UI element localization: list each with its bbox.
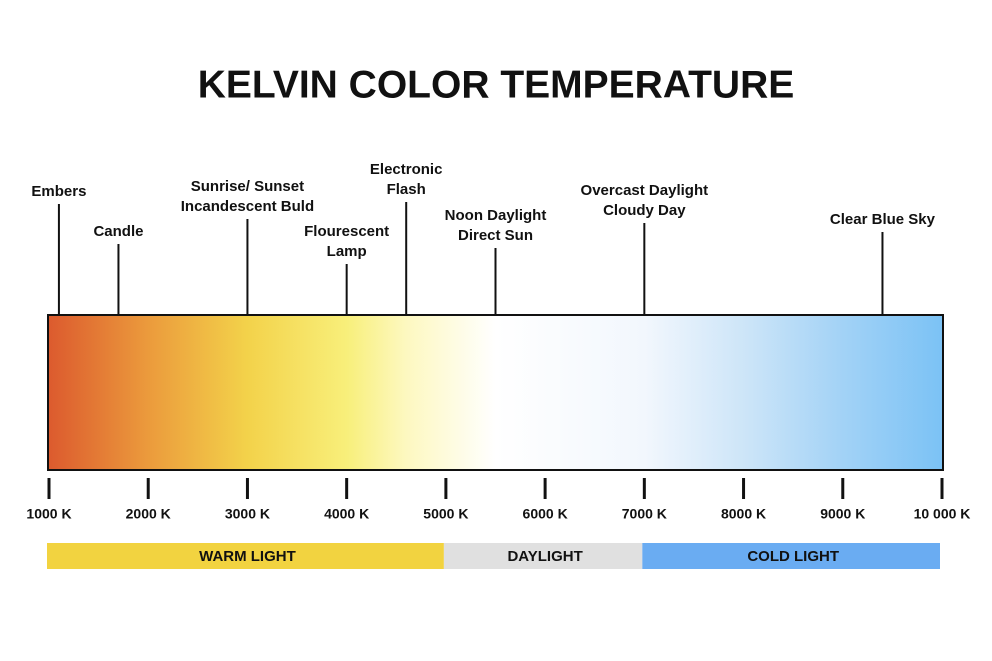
annotation-label: Incandescent Buld <box>181 198 314 215</box>
annotation-label: Sunrise/ Sunset <box>191 178 304 195</box>
annotation-label: Clear Blue Sky <box>830 211 936 228</box>
x-tick-label: 9000 K <box>820 506 865 522</box>
annotation-label: Cloudy Day <box>603 202 686 219</box>
annotation-label: Direct Sun <box>458 227 533 244</box>
annotation-label: Lamp <box>327 243 367 260</box>
x-tick-label: 1000 K <box>26 506 71 522</box>
chart-title: KELVIN COLOR TEMPERATURE <box>198 63 795 106</box>
x-tick-label: 4000 K <box>324 506 369 522</box>
x-tick-label: 5000 K <box>423 506 468 522</box>
annotation-label: Noon Daylight <box>445 207 547 224</box>
x-tick-label: 6000 K <box>523 506 568 522</box>
band <box>642 543 940 569</box>
x-tick-label: 7000 K <box>622 506 667 522</box>
annotation-label: Candle <box>93 223 143 240</box>
annotation-label: Flash <box>387 181 426 198</box>
x-tick-label: 10 000 K <box>914 506 971 522</box>
annotation-label: Electronic <box>370 161 443 178</box>
annotation-label: Overcast Daylight <box>581 182 709 199</box>
band-label: WARM LIGHT <box>199 548 296 565</box>
x-tick-label: 2000 K <box>126 506 171 522</box>
annotation-label: Embers <box>31 183 86 200</box>
band <box>443 543 643 569</box>
x-tick-label: 3000 K <box>225 506 270 522</box>
band-label: DAYLIGHT <box>507 548 582 565</box>
band <box>47 543 444 569</box>
band-label: COLD LIGHT <box>747 548 839 565</box>
annotation-label: Flourescent <box>304 223 389 240</box>
x-tick-label: 8000 K <box>721 506 766 522</box>
temperature-bar <box>47 314 944 471</box>
